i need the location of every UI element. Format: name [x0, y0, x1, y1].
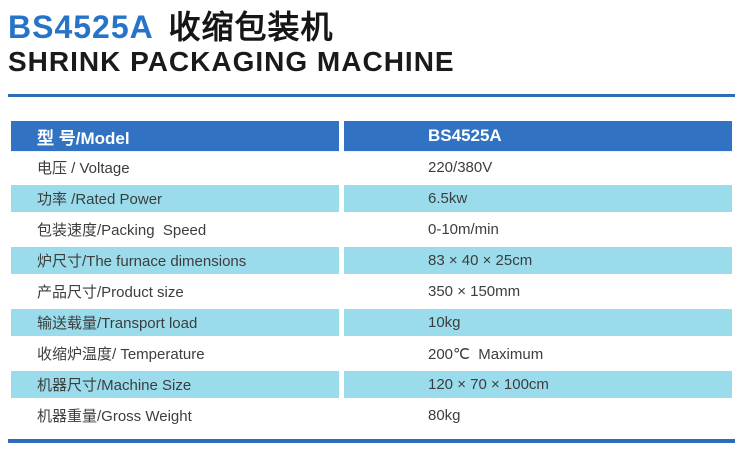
row-label-cell: 收缩炉温度/ Temperature: [11, 338, 339, 369]
title-model-code: BS4525A: [8, 9, 153, 45]
row-value: 200℃ Maximum: [428, 345, 544, 363]
row-label: 电压 / Voltage: [37, 160, 130, 177]
row-value-cell: 83 × 40 × 25cm: [344, 245, 732, 276]
row-label-cell: 包装速度/Packing Speed: [11, 214, 339, 245]
spec-sheet-page: BS4525A 收缩包装机 SHRINK PACKAGING MACHINE 型…: [8, 8, 735, 443]
row-label-cell: 炉尺寸/The furnace dimensions: [11, 245, 339, 276]
row-value: 83 × 40 × 25cm: [428, 252, 533, 269]
header-model-label-cell: 型 号/Model: [11, 121, 339, 152]
header-model-label: 型 号/Model: [37, 128, 130, 148]
page-title: BS4525A 收缩包装机: [8, 8, 735, 46]
row-label: 功率 /Rated Power: [37, 191, 163, 208]
row-value-cell: 0-10m/min: [344, 214, 732, 245]
row-value-cell: 220/380V: [344, 152, 732, 183]
row-label: 炉尺寸/The furnace dimensions: [37, 253, 247, 270]
table-row-transport-load: 输送载量/Transport load 10kg: [11, 307, 732, 338]
row-value-cell: 80kg: [344, 400, 732, 431]
bottom-divider-rule: [8, 439, 735, 443]
table-row-product-size: 产品尺寸/Product size 350 × 150mm: [11, 276, 732, 307]
row-value: 80kg: [428, 407, 461, 424]
row-label-cell: 机器尺寸/Machine Size: [11, 369, 339, 400]
row-value: 120 × 70 × 100cm: [428, 376, 549, 393]
row-label-cell: 电压 / Voltage: [11, 152, 339, 183]
row-label-cell: 功率 /Rated Power: [11, 183, 339, 214]
row-value: 0-10m/min: [428, 221, 499, 238]
row-label: 包装速度/Packing Speed: [37, 222, 207, 239]
row-value-cell: 10kg: [344, 307, 732, 338]
row-value-cell: 350 × 150mm: [344, 276, 732, 307]
table-row-furnace-dimensions: 炉尺寸/The furnace dimensions 83 × 40 × 25c…: [11, 245, 732, 276]
row-value: 220/380V: [428, 159, 493, 176]
table-row-rated-power: 功率 /Rated Power 6.5kw: [11, 183, 732, 214]
row-label: 收缩炉温度/ Temperature: [37, 346, 205, 363]
top-divider-rule: [8, 94, 735, 97]
row-label: 机器尺寸/Machine Size: [37, 377, 192, 394]
row-label: 输送载量/Transport load: [37, 315, 198, 332]
row-label-cell: 产品尺寸/Product size: [11, 276, 339, 307]
row-value-cell: 200℃ Maximum: [344, 338, 732, 369]
table-row-machine-size: 机器尺寸/Machine Size 120 × 70 × 100cm: [11, 369, 732, 400]
table-row-gross-weight: 机器重量/Gross Weight 80kg: [11, 400, 732, 431]
header-model-value-cell: BS4525A: [344, 121, 732, 152]
page-subtitle: SHRINK PACKAGING MACHINE: [8, 46, 455, 77]
row-value-cell: 120 × 70 × 100cm: [344, 369, 732, 400]
table-row-voltage: 电压 / Voltage 220/380V: [11, 152, 732, 183]
row-label: 机器重量/Gross Weight: [37, 408, 192, 425]
table-row-temperature: 收缩炉温度/ Temperature 200℃ Maximum: [11, 338, 732, 369]
row-label: 产品尺寸/Product size: [37, 284, 184, 301]
spec-table: 型 号/Model BS4525A 电压 / Voltage 220/380V …: [11, 121, 732, 431]
table-row-packing-speed: 包装速度/Packing Speed 0-10m/min: [11, 214, 732, 245]
row-label-cell: 输送载量/Transport load: [11, 307, 339, 338]
row-value: 10kg: [428, 314, 461, 331]
title-chinese-name: 收缩包装机: [168, 9, 334, 45]
table-header-row: 型 号/Model BS4525A: [11, 121, 732, 152]
row-value: 6.5kw: [428, 190, 468, 207]
header-model-value: BS4525A: [428, 126, 502, 145]
row-label-cell: 机器重量/Gross Weight: [11, 400, 339, 431]
row-value: 350 × 150mm: [428, 283, 521, 300]
row-value-cell: 6.5kw: [344, 183, 732, 214]
